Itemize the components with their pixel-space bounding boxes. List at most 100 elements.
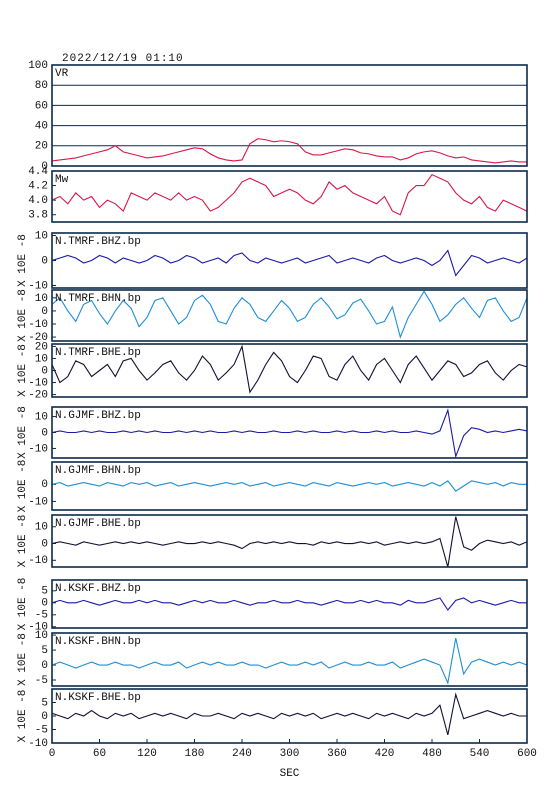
y-tick-label: 0 <box>41 255 48 267</box>
trace <box>52 173 527 216</box>
y-tick-label: 4.0 <box>28 195 48 207</box>
x-tick-label: 0 <box>49 748 56 760</box>
y-tick-label: 0 <box>41 538 48 550</box>
y-tick-label: 4.4 <box>28 166 48 178</box>
panel-label: Mw <box>55 174 69 186</box>
y-tick-label: -10 <box>28 319 48 331</box>
y-tick-label: 10 <box>35 411 48 423</box>
panel-frame <box>51 289 528 342</box>
y-tick-label: 0 <box>41 427 48 439</box>
x-tick-label: 600 <box>517 748 537 760</box>
x-axis-label: SEC <box>280 768 300 780</box>
y-tick-label: 10 <box>35 522 48 534</box>
trace <box>52 408 527 458</box>
panel-label: N.KSKF.BHN.bp <box>55 636 141 648</box>
y-tick-label: -10 <box>28 738 48 750</box>
y-tick-label: 10 <box>35 630 48 642</box>
y-tick-label: 40 <box>35 121 48 133</box>
y-axis-label: X 10E -8 <box>17 460 29 513</box>
trace-group <box>52 290 527 339</box>
y-axis-label: X 10E -8 <box>17 578 29 631</box>
trace <box>52 692 527 736</box>
trace-group <box>52 173 527 216</box>
y-tick-label: -10 <box>28 443 48 455</box>
y-tick-label: -20 <box>28 332 48 344</box>
x-tick-label: 60 <box>93 748 106 760</box>
y-tick-label: -10 <box>28 622 48 634</box>
x-tick-label: 240 <box>232 748 252 760</box>
y-tick-label: 10 <box>35 230 48 242</box>
y-axis-label: X 10E -8 <box>17 234 29 287</box>
y-tick-label: 10 <box>35 353 48 365</box>
y-axis-label: X 10E -8 <box>17 690 29 743</box>
x-tick-label: 360 <box>327 748 347 760</box>
panel-frame <box>51 579 528 629</box>
panel-label: N.KSKF.BHE.bp <box>55 692 141 704</box>
y-tick-label: -5 <box>35 610 48 622</box>
x-tick-label: 120 <box>137 748 157 760</box>
y-tick-label: -10 <box>28 496 48 508</box>
y-axis-label: X 10E -8 <box>17 289 29 342</box>
y-tick-label: -20 <box>28 389 48 401</box>
x-tick-label: 180 <box>185 748 205 760</box>
panel-frame <box>51 461 528 511</box>
y-axis-label: X 10E -8 <box>17 633 29 686</box>
y-tick-label: -10 <box>28 377 48 389</box>
trace <box>52 597 527 611</box>
trace-group <box>52 692 527 736</box>
y-tick-label: 20 <box>35 141 48 153</box>
panel-label: N.TMRF.BHZ.bp <box>55 236 141 248</box>
panel-frame <box>51 64 528 167</box>
y-tick-label: 0 <box>41 306 48 318</box>
trace-group <box>52 637 527 685</box>
x-tick-label: 420 <box>375 748 395 760</box>
trace-group <box>52 480 527 492</box>
panel-frame <box>51 343 528 398</box>
trace-group <box>52 408 527 458</box>
trace <box>52 516 527 567</box>
chart-title: 2022/12/19 01:10 <box>62 53 184 65</box>
y-tick-label: 80 <box>35 80 48 92</box>
panel-frame <box>51 232 528 289</box>
y-axis-label: X 10E -8 <box>17 344 29 397</box>
trace <box>52 290 527 339</box>
trace-group <box>52 344 527 394</box>
y-tick-label: -5 <box>35 675 48 687</box>
panel-frame <box>51 406 528 459</box>
panel-label: N.TMRF.BHE.bp <box>55 347 141 359</box>
x-tick-label: 480 <box>422 748 442 760</box>
trace <box>52 138 527 164</box>
y-tick-label: 60 <box>35 100 48 112</box>
y-tick-label: 5 <box>41 697 48 709</box>
trace-group <box>52 597 527 611</box>
y-tick-label: 0 <box>41 365 48 377</box>
y-tick-label: 0 <box>41 660 48 672</box>
y-tick-label: 3.8 <box>28 210 48 222</box>
y-tick-label: 20 <box>35 341 48 353</box>
y-axis-label: X 10E -8 <box>17 515 29 568</box>
trace <box>52 480 527 492</box>
panel-frame <box>51 632 528 687</box>
y-tick-label: -10 <box>28 280 48 292</box>
panel-frame <box>51 170 528 223</box>
x-tick-label: 540 <box>470 748 490 760</box>
panel-label: N.GJMF.BHN.bp <box>55 465 141 477</box>
panel-label: N.KSKF.BHZ.bp <box>55 583 141 595</box>
y-tick-label: 100 <box>28 60 48 72</box>
panel-frame <box>51 514 528 568</box>
trace-group <box>52 516 527 567</box>
trace <box>52 249 527 277</box>
y-tick-label: 0 <box>41 161 48 173</box>
panel-label: VR <box>55 68 69 80</box>
panel-label: N.GJMF.BHE.bp <box>55 518 141 530</box>
y-tick-label: 5 <box>41 586 48 598</box>
y-tick-label: 10 <box>35 293 48 305</box>
y-tick-label: 5 <box>41 645 48 657</box>
trace <box>52 344 527 394</box>
y-axis-label: X 10E -8 <box>17 406 29 459</box>
y-tick-label: -5 <box>35 724 48 736</box>
panel-label: N.TMRF.BHN.bp <box>55 293 141 305</box>
panel-label: N.GJMF.BHZ.bp <box>55 410 141 422</box>
x-tick-label: 300 <box>280 748 300 760</box>
